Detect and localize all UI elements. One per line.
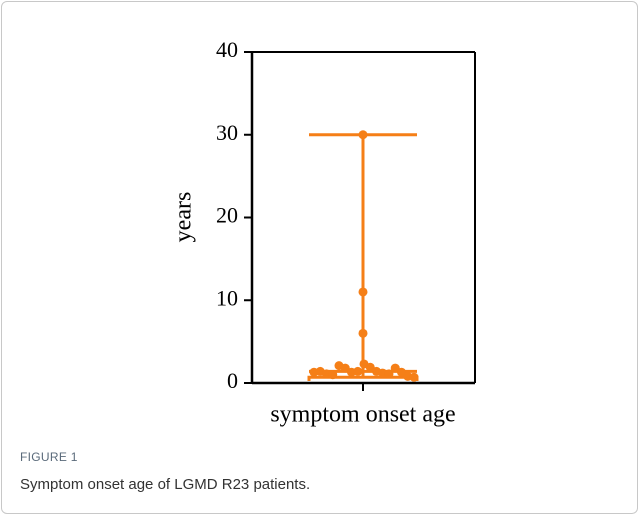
- data-point: [353, 366, 363, 376]
- data-point: [358, 328, 368, 338]
- data-point: [409, 372, 419, 382]
- figure-label: FIGURE 1: [20, 450, 78, 464]
- data-point: [358, 287, 368, 297]
- y-tick-label: 0: [227, 368, 238, 393]
- y-tick-label: 10: [216, 285, 238, 310]
- data-point: [384, 369, 394, 379]
- caption-text: Symptom onset age of LGMD R23 patients.: [20, 476, 311, 493]
- y-tick-label: 30: [216, 120, 238, 145]
- y-tick-label: 40: [216, 37, 238, 62]
- y-tick-label: 20: [216, 203, 238, 228]
- data-point: [328, 370, 338, 380]
- chart: years 0 10 20 30 40 symptom onset age: [171, 37, 476, 428]
- y-axis-label: years: [171, 192, 197, 243]
- data-point: [358, 130, 368, 140]
- x-tick-label: symptom onset age: [270, 402, 455, 428]
